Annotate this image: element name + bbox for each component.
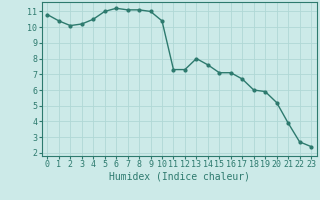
X-axis label: Humidex (Indice chaleur): Humidex (Indice chaleur)	[109, 172, 250, 182]
